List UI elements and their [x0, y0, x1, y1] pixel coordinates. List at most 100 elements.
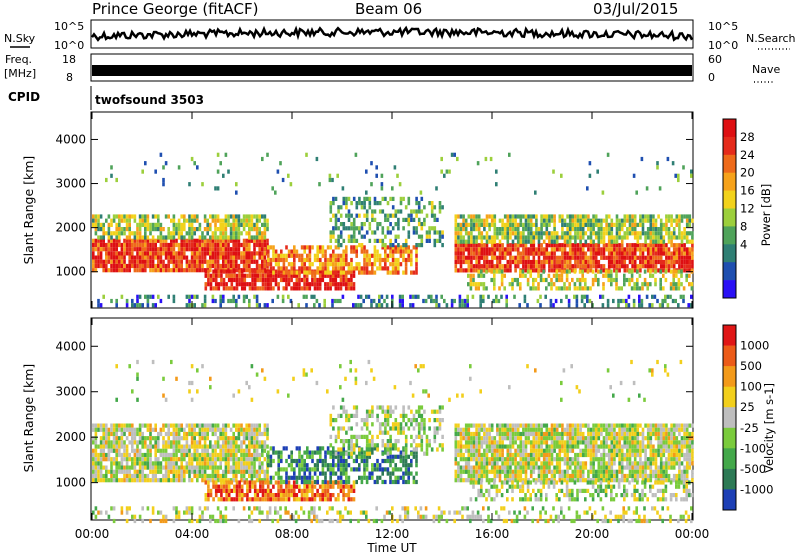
heatmap-cell: [386, 467, 390, 472]
heatmap-cell: [680, 269, 683, 274]
heatmap-cell: [607, 259, 611, 265]
heatmap-cell: [587, 235, 590, 240]
heatmap-cell: [437, 518, 441, 524]
heatmap-cell: [622, 518, 625, 524]
heatmap-cell: [146, 214, 150, 219]
heatmap-cell: [623, 277, 626, 283]
heatmap-cell: [319, 262, 322, 267]
heatmap-cell: [128, 247, 131, 252]
heatmap-cell: [594, 247, 598, 252]
heatmap-cell: [253, 465, 256, 470]
heatmap-cell: [389, 475, 392, 480]
heatmap-cell: [424, 514, 428, 519]
heatmap-cell: [248, 255, 251, 260]
heatmap-cell: [229, 255, 233, 260]
heatmap-cell: [196, 255, 199, 260]
heatmap-cell: [363, 266, 366, 271]
heatmap-cell: [545, 222, 549, 227]
heatmap-cell: [219, 231, 222, 236]
heatmap-cell: [222, 518, 225, 524]
heatmap-cell: [105, 444, 108, 449]
heatmap-cell: [266, 497, 270, 502]
heatmap-cell: [170, 247, 173, 252]
heatmap-cell: [602, 247, 606, 252]
heatmap-cell: [329, 497, 332, 502]
heatmap-cell: [318, 493, 322, 498]
heatmap-cell: [306, 266, 309, 271]
heatmap-cell: [240, 465, 243, 470]
heatmap-cell: [626, 227, 629, 232]
heatmap-cell: [287, 480, 291, 485]
heatmap-cell: [110, 506, 113, 511]
heatmap-cell: [459, 235, 463, 240]
heatmap-cell: [193, 259, 196, 264]
heatmap-cell: [149, 238, 152, 243]
heatmap-cell: [471, 510, 475, 515]
heatmap-cell: [626, 235, 629, 240]
heatmap-cell: [610, 264, 614, 269]
heatmap-cell: [334, 463, 338, 468]
heatmap-cell: [162, 423, 165, 428]
heatmap-cell: [500, 269, 504, 274]
heatmap-cell: [404, 514, 407, 519]
heatmap-cell: [224, 440, 228, 445]
heatmap-cell: [318, 506, 321, 511]
heatmap-cell: [458, 298, 462, 304]
heatmap-cell: [381, 471, 384, 476]
heatmap-cell: [672, 218, 676, 223]
heatmap-cell: [690, 518, 693, 524]
heatmap-cell: [659, 231, 663, 236]
heatmap-cell: [290, 463, 293, 468]
heatmap-cell: [321, 488, 325, 493]
heatmap-cell: [661, 303, 664, 308]
heatmap-cell: [125, 465, 129, 470]
heatmap-cell: [344, 282, 348, 287]
heatmap-cell: [565, 277, 569, 283]
heatmap-cell: [493, 235, 497, 240]
heatmap-cell: [652, 259, 655, 265]
heatmap-cell: [188, 227, 191, 232]
heatmap-cell: [272, 286, 275, 291]
heatmap-cell: [436, 238, 439, 243]
heatmap-cell: [615, 218, 619, 223]
heatmap-cell: [99, 222, 103, 227]
heatmap-cell: [355, 238, 359, 243]
heatmap-cell: [313, 479, 317, 485]
heatmap-cell: [269, 277, 273, 283]
heatmap-cell: [209, 273, 213, 278]
heatmap-cell: [487, 514, 490, 519]
heatmap-cell: [365, 213, 369, 218]
heatmap-cell: [438, 234, 442, 239]
heatmap-cell: [255, 506, 259, 511]
heatmap-cell: [316, 277, 319, 283]
heatmap-cell: [162, 182, 165, 187]
heatmap-cell: [203, 440, 207, 445]
heatmap-cell: [94, 444, 98, 449]
heatmap-cell: [263, 431, 267, 437]
heatmap-cell: [324, 471, 327, 476]
heatmap-cell: [389, 463, 392, 468]
heatmap-cell: [589, 231, 593, 236]
heatmap-cell: [350, 238, 353, 243]
heatmap-cell: [349, 510, 352, 515]
heatmap-cell: [459, 239, 463, 244]
heatmap-cell: [272, 484, 275, 489]
heatmap-cell: [245, 444, 248, 449]
heatmap-cell: [389, 450, 392, 455]
heatmap-cell: [188, 465, 191, 470]
heatmap-cell: [92, 473, 95, 479]
heatmap-cell: [339, 467, 343, 472]
heatmap-cell: [277, 471, 280, 476]
heatmap-cell: [352, 230, 356, 235]
heatmap-cell: [253, 484, 257, 489]
heatmap-cell: [313, 450, 317, 455]
heatmap-cell: [214, 444, 217, 449]
heatmap-cell: [485, 231, 489, 236]
heatmap-cell: [125, 448, 129, 453]
heatmap-cell: [571, 227, 575, 232]
heatmap-cell: [645, 294, 649, 299]
heatmap-cell: [219, 235, 222, 240]
heatmap-cell: [203, 251, 207, 256]
heatmap-cell: [440, 514, 443, 519]
heatmap-cell: [565, 273, 569, 278]
